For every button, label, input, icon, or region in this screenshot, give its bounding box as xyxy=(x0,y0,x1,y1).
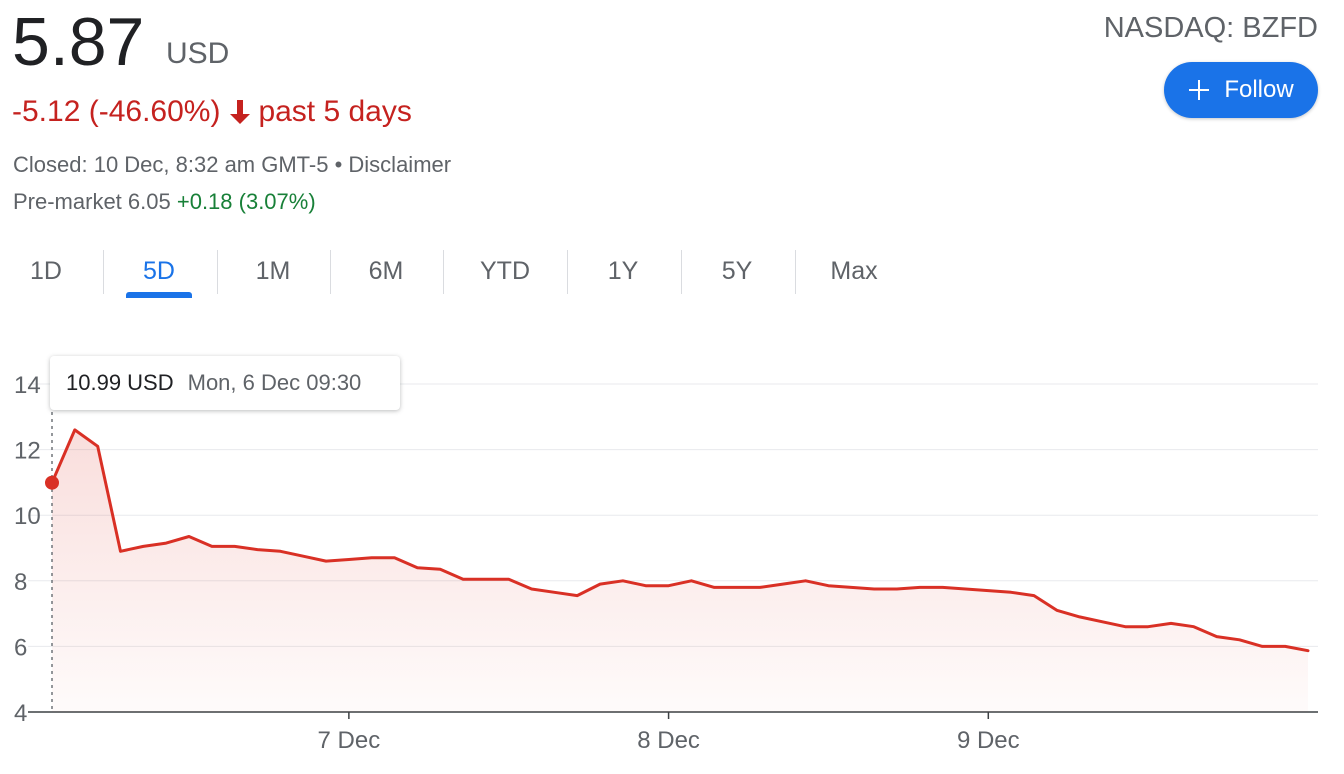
price-chart[interactable]: 4 6 8 10 12 14 7 Dec 8 Dec 9 Dec xyxy=(0,340,1344,774)
tab-max[interactable]: Max xyxy=(830,257,878,285)
y-tick-label: 10 xyxy=(14,503,41,530)
x-tick-label: 7 Dec xyxy=(318,727,381,754)
y-tick-label: 6 xyxy=(14,634,27,661)
hover-tooltip: 10.99 USD Mon, 6 Dec 09:30 xyxy=(50,356,400,410)
tab-divider xyxy=(103,250,104,294)
currency-label: USD xyxy=(166,37,230,70)
tab-5y[interactable]: 5Y xyxy=(721,257,753,285)
tab-divider xyxy=(217,250,218,294)
price-line xyxy=(50,428,1310,653)
arrow-down-icon xyxy=(230,100,251,124)
current-price: 5.87 xyxy=(12,4,145,80)
disclaimer-link[interactable]: Disclaimer xyxy=(348,152,452,177)
premarket-change: +0.18 (3.07%) xyxy=(176,189,316,214)
hover-point xyxy=(45,475,59,490)
price-area-fill xyxy=(52,429,1308,712)
x-tick-label: 9 Dec xyxy=(957,727,1020,754)
tab-divider xyxy=(567,250,568,294)
active-tab-indicator xyxy=(126,292,192,298)
ticker-symbol: NASDAQ: BZFD xyxy=(1103,12,1318,44)
tab-divider xyxy=(795,250,796,294)
follow-label: Follow xyxy=(1224,76,1294,103)
range-tabs: 1D 5D 1M 6M YTD 1Y 5Y Max xyxy=(0,246,900,300)
plus-icon xyxy=(1189,80,1210,100)
tab-1y[interactable]: 1Y xyxy=(607,257,639,285)
tooltip-price: 10.99 USD xyxy=(66,370,174,395)
tab-divider xyxy=(330,250,331,294)
tab-6m[interactable]: 6M xyxy=(368,257,404,285)
tab-ytd[interactable]: YTD xyxy=(480,257,530,285)
market-status: Closed: 10 Dec, 8:32 am GMT-5 • Disclaim… xyxy=(13,150,451,180)
y-tick-label: 12 xyxy=(14,438,41,465)
premarket-price: Pre-market 6.05 xyxy=(13,189,171,214)
tooltip-date: Mon, 6 Dec 09:30 xyxy=(187,370,362,395)
tab-divider xyxy=(443,250,444,294)
closed-time: Closed: 10 Dec, 8:32 am GMT-5 xyxy=(13,152,329,177)
price-change-row: -5.12 (-46.60%) past 5 days xyxy=(12,92,412,132)
price-change: -5.12 (-46.60%) xyxy=(12,95,221,128)
premarket-info: Pre-market 6.05 +0.18 (3.07%) xyxy=(13,187,316,217)
tab-5d[interactable]: 5D xyxy=(143,257,175,285)
y-tick-label: 8 xyxy=(14,569,27,596)
y-tick-label: 14 xyxy=(14,372,41,399)
y-tick-label: 4 xyxy=(14,700,27,727)
tab-1d[interactable]: 1D xyxy=(30,257,62,285)
change-period: past 5 days xyxy=(258,95,412,128)
bullet-separator: • xyxy=(328,152,349,177)
follow-button[interactable]: Follow xyxy=(1164,62,1318,118)
tab-divider xyxy=(681,250,682,294)
x-tick-label: 8 Dec xyxy=(637,727,700,754)
tab-1m[interactable]: 1M xyxy=(255,257,291,285)
